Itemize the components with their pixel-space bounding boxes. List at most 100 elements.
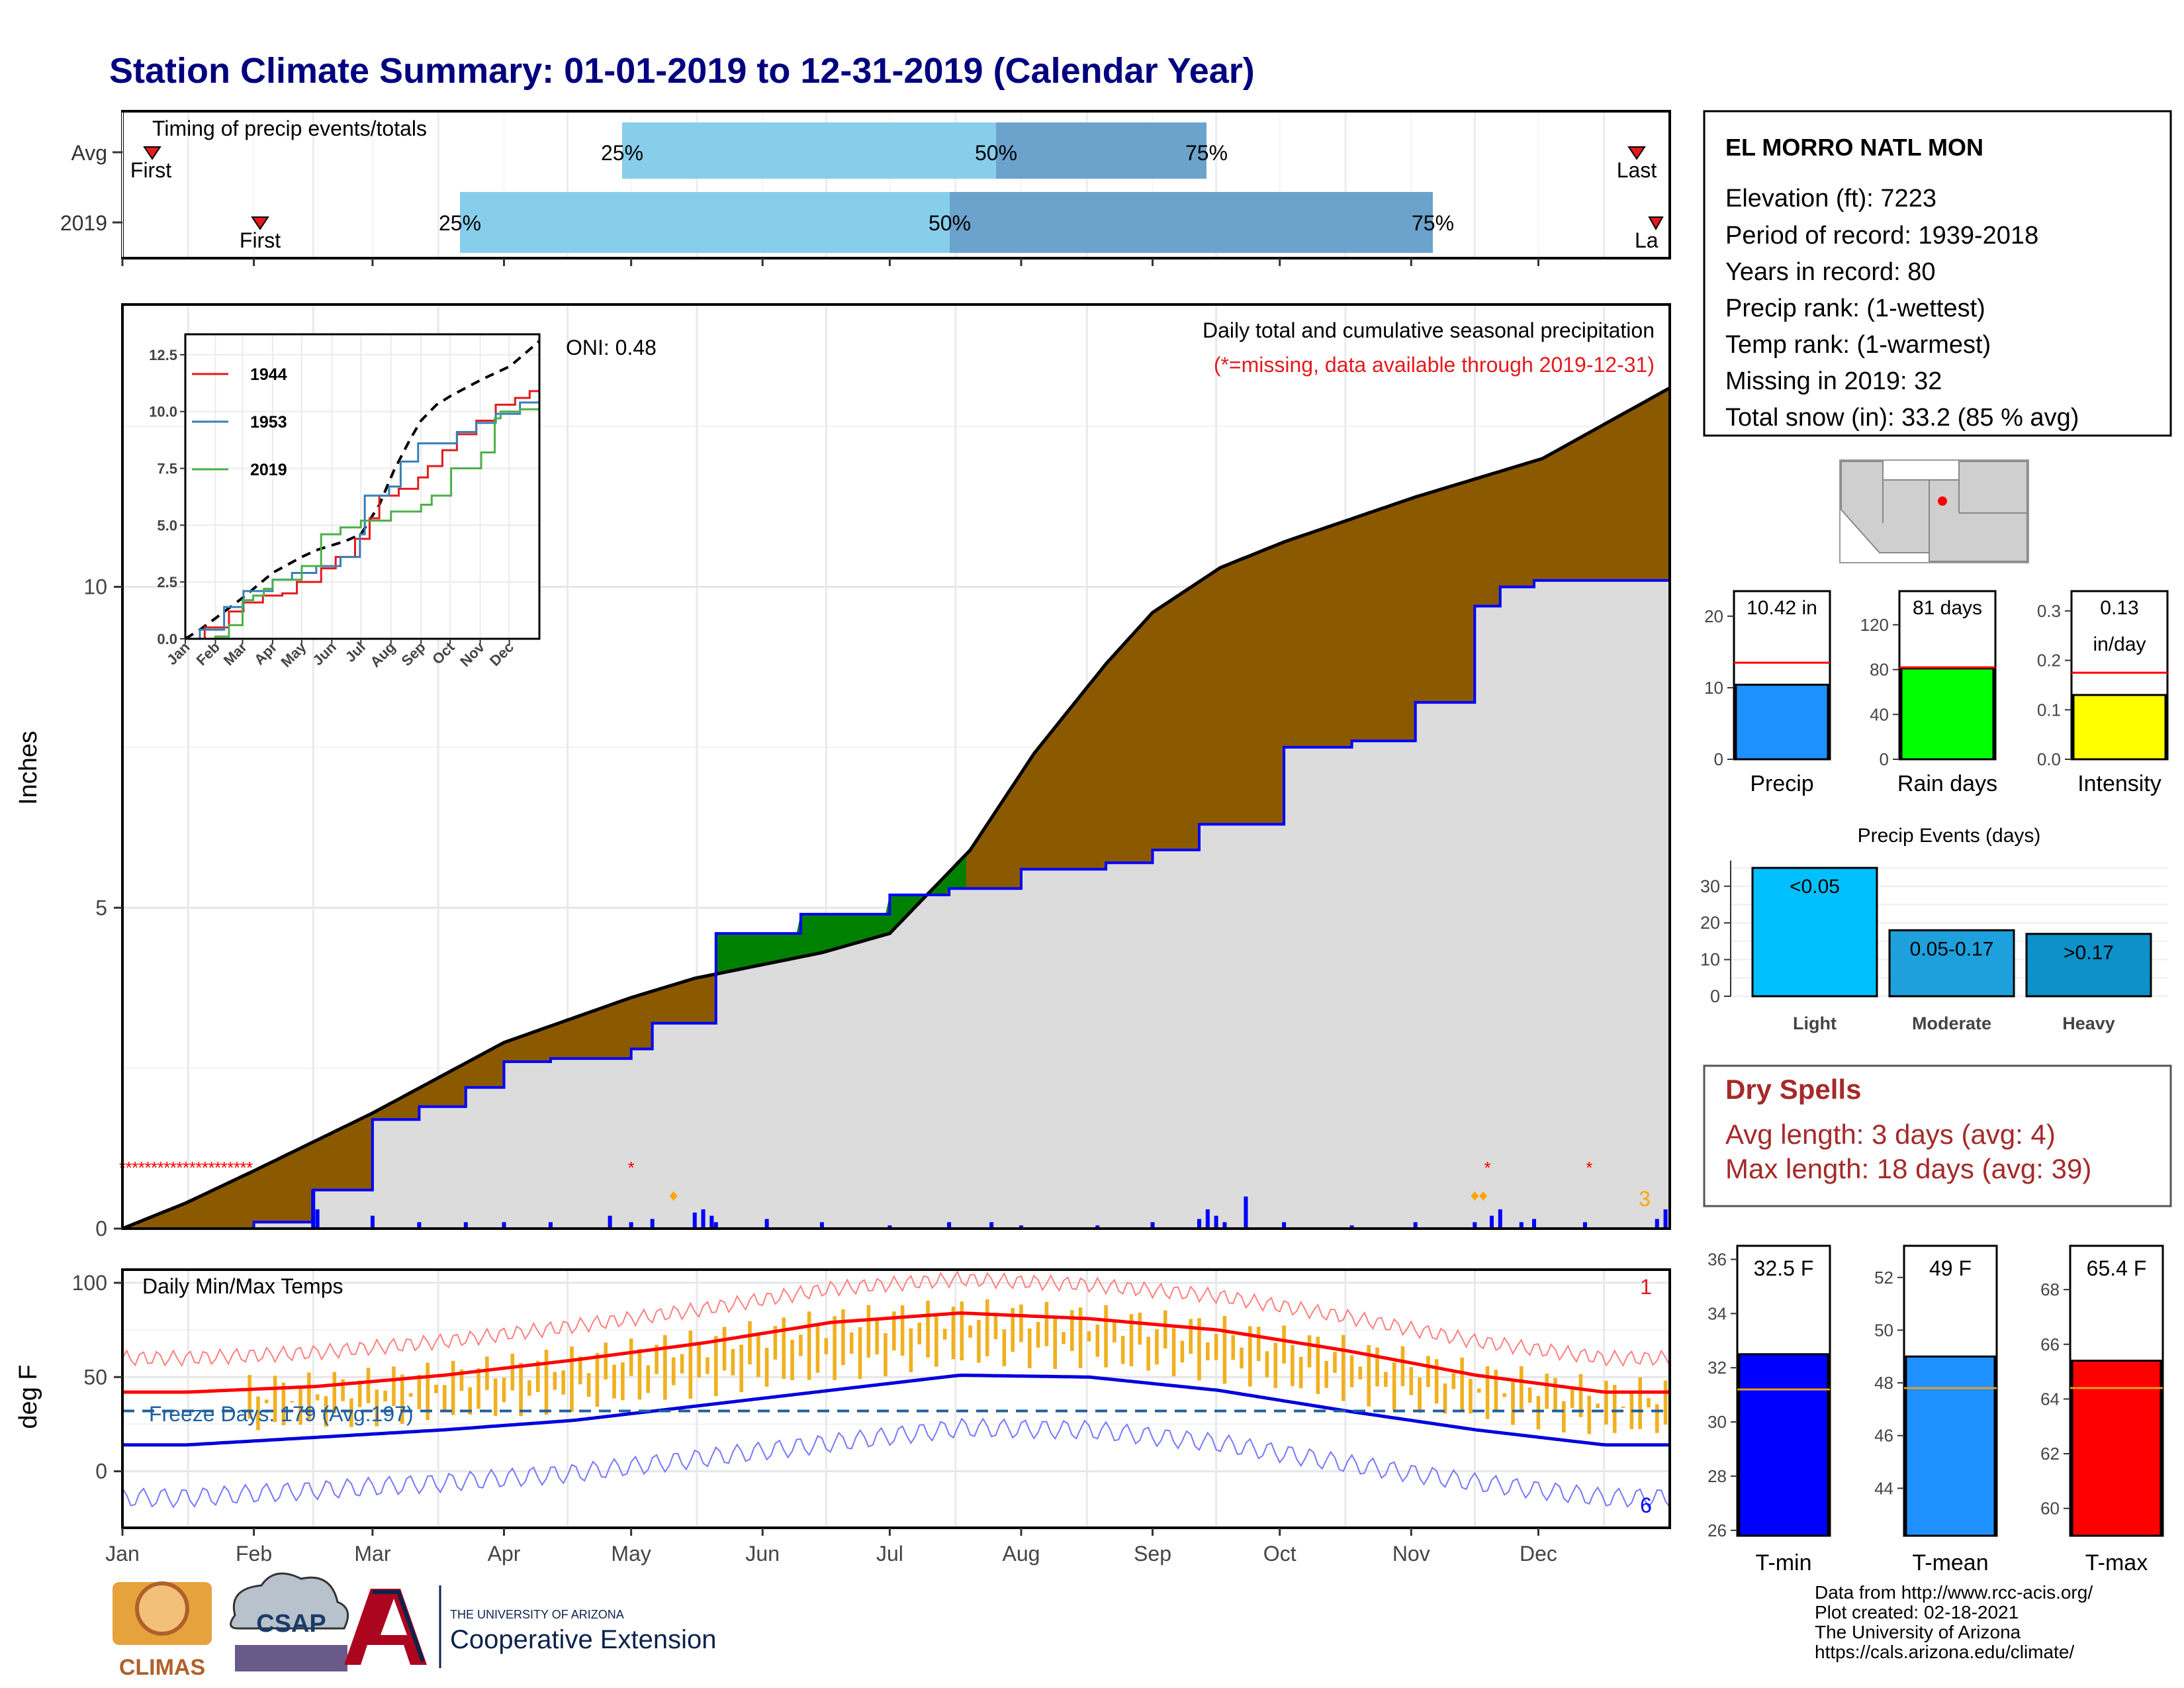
daily-temp-bar — [604, 1342, 608, 1380]
daily-temp-bar — [799, 1335, 803, 1356]
page-title: Station Climate Summary: 01-01-2019 to 1… — [109, 51, 1255, 91]
station-years: Years in record: 80 — [1725, 258, 1936, 286]
month-tick: Aug — [1002, 1542, 1040, 1566]
missing-marker: * — [214, 1158, 221, 1178]
daily-precip-bar — [1413, 1222, 1418, 1229]
daily-temp-bar — [1095, 1324, 1100, 1357]
daily-temp-bar — [1273, 1342, 1278, 1388]
daily-temp-bar — [1171, 1328, 1176, 1376]
daily-precip-bar — [1222, 1222, 1227, 1229]
temp-summary-value: 65.4 F — [2087, 1256, 2147, 1280]
daily-temp-bar — [493, 1378, 498, 1417]
daily-temp-bar — [1570, 1389, 1574, 1408]
university-of-arizona-logo: THE UNIVERSITY OF ARIZONA Cooperative Ex… — [344, 1585, 716, 1668]
temp-summary-ytick: 48 — [1874, 1373, 1893, 1393]
daily-temp-bar — [1375, 1347, 1379, 1387]
daily-temp-bar — [1460, 1357, 1464, 1412]
missing-marker: * — [246, 1158, 253, 1178]
daily-temp-bar — [510, 1353, 515, 1391]
daily-temp-bar — [1520, 1366, 1524, 1411]
daily-temp-bar — [477, 1368, 480, 1409]
daily-temp-bar — [1248, 1326, 1252, 1387]
daily-temp-bar — [951, 1306, 956, 1360]
event-bar — [2025, 933, 2152, 998]
inset-legend: 1944 1953 2019 — [192, 365, 287, 479]
snow-marker — [1479, 1191, 1488, 1201]
daily-temp-bar — [960, 1301, 964, 1361]
daily-temp-bar — [824, 1338, 829, 1354]
event-ytick: 30 — [1700, 876, 1720, 896]
daily-temp-bar — [782, 1317, 786, 1379]
daily-temp-bar — [1104, 1305, 1108, 1368]
daily-temp-bar — [1002, 1329, 1007, 1366]
avg-first-marker — [143, 146, 161, 160]
daily-temp-bar — [1053, 1318, 1058, 1370]
daily-temp-bar — [671, 1357, 676, 1385]
dry-spells-box: Dry Spells Avg length: 3 days (avg: 4) M… — [1703, 1064, 2172, 1207]
summary-label: Rain days — [1897, 771, 1997, 796]
temp-summary-ytick: 34 — [1707, 1303, 1727, 1323]
summary-value: in/day — [2093, 633, 2146, 655]
avg-25-50-bar — [622, 122, 996, 179]
inset-ytick: 2.5 — [157, 574, 177, 590]
daily-temp-bar — [443, 1385, 447, 1413]
daily-temp-bar — [977, 1319, 981, 1363]
summary-bar — [1900, 667, 1995, 761]
daily-temp-bar — [1638, 1377, 1642, 1429]
avg-min-line — [122, 1374, 1670, 1447]
avg-last-marker — [1627, 146, 1646, 160]
avg-p25: 25% — [601, 141, 643, 165]
summary-bar — [2072, 694, 2167, 761]
month-tick: May — [611, 1542, 651, 1566]
annual-summary-bars: 0 10 20 10.42 in Precip 0 40 80 120 81 days Rain d… — [1704, 590, 2169, 796]
daily-temp-bar — [1307, 1335, 1312, 1368]
avg-first-label: First — [130, 158, 171, 182]
daily-temp-bar — [697, 1341, 701, 1378]
daily-temp-bar — [561, 1370, 565, 1395]
daily-temp-bar — [1316, 1336, 1320, 1394]
missing-marker: * — [170, 1158, 177, 1178]
month-tick: Sep — [1134, 1542, 1171, 1566]
timing-label: Timing of precip events/totals — [152, 117, 427, 140]
daily-temp-bar — [942, 1329, 947, 1340]
temp-summary-ytick: 26 — [1707, 1521, 1727, 1540]
temp-panel: 0 50 100 deg F Daily Min/Max Temps Freeze … — [15, 1268, 1671, 1566]
y2019-first-label: First — [240, 228, 281, 252]
daily-temp-bar — [1578, 1374, 1583, 1417]
daily-temp-bar — [400, 1374, 404, 1425]
daily-temp-bar — [756, 1333, 760, 1378]
legend-2019: 2019 — [250, 461, 287, 479]
daily-temp-bar — [1384, 1372, 1388, 1387]
station-temp-rank: Temp rank: (1-warmest) — [1725, 331, 1991, 359]
daily-temp-bar — [1062, 1332, 1066, 1344]
temp-summary-ytick: 28 — [1707, 1466, 1727, 1486]
daily-temp-bar — [739, 1344, 743, 1393]
daily-temp-bar — [1604, 1381, 1608, 1425]
summary-bar — [1735, 683, 1829, 761]
station-missing: Missing in 2019: 32 — [1725, 367, 1942, 395]
daily-temp-bar — [637, 1348, 642, 1400]
avg-row-label: Avg — [71, 141, 107, 165]
daily-temp-bar — [1138, 1312, 1142, 1345]
precip-ylabel: Inches — [15, 731, 42, 805]
daily-precip-bar — [315, 1209, 320, 1229]
daily-temp-bar — [1146, 1336, 1150, 1371]
temp-summary-ytick: 60 — [2040, 1499, 2060, 1519]
avg-max-line — [122, 1311, 1670, 1394]
missing-marker: * — [183, 1158, 189, 1178]
daily-temp-bar — [332, 1372, 337, 1414]
daily-temp-bar — [1426, 1356, 1430, 1387]
daily-temp-bar — [553, 1372, 557, 1390]
summary-ytick: 0.2 — [2037, 651, 2061, 671]
summary-ytick: 20 — [1704, 606, 1723, 626]
daily-temp-bar — [773, 1326, 778, 1360]
footer-line-2: Plot created: 02-18-2021 — [1815, 1602, 2019, 1622]
daily-temp-bar — [1197, 1318, 1201, 1381]
precip-ytick: 10 — [83, 575, 107, 599]
daily-temp-bar — [366, 1368, 371, 1403]
daily-temp-bar — [1282, 1325, 1286, 1364]
missing-marker: * — [208, 1158, 214, 1178]
station-name: EL MORRO NATL MON — [1725, 134, 1983, 161]
inset-2019-line — [185, 402, 541, 640]
daily-precip-bar — [650, 1219, 655, 1229]
